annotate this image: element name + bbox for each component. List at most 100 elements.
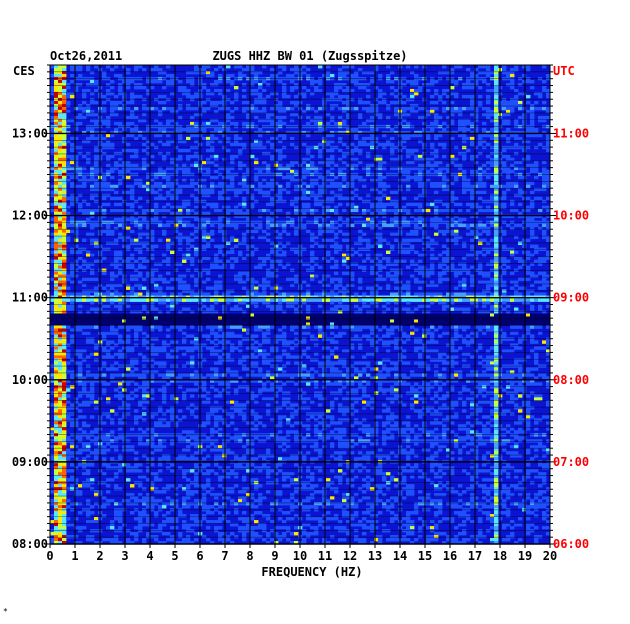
heatmap-cell (494, 160, 499, 165)
heatmap-cell (362, 265, 367, 269)
heatmap-cell (242, 241, 247, 246)
heatmap-cell (346, 304, 351, 308)
heatmap-cell (114, 106, 119, 111)
heatmap-cell (58, 250, 63, 254)
heatmap-cell (378, 232, 383, 237)
heatmap-cell (306, 184, 311, 189)
heatmap-cell (338, 184, 343, 189)
heatmap-cell (446, 187, 451, 192)
heatmap-cell (230, 289, 235, 293)
heatmap-cell (250, 313, 255, 317)
heatmap-cell (54, 136, 59, 141)
heatmap-cell (294, 277, 299, 281)
heatmap-cell (514, 160, 519, 165)
heatmap-cell (530, 166, 535, 171)
heatmap-cell (118, 178, 123, 183)
heatmap-cell (254, 73, 259, 78)
heatmap-cell (430, 100, 435, 105)
heatmap-cell (286, 301, 291, 305)
heatmap-cell (254, 187, 259, 192)
heatmap-cell (422, 271, 427, 275)
heatmap-cell (414, 130, 419, 135)
heatmap-cell (378, 202, 383, 207)
heatmap-cell (374, 271, 379, 275)
heatmap-cell (302, 70, 307, 75)
heatmap-cell (394, 277, 399, 281)
heatmap-cell (322, 310, 327, 314)
heatmap-cell (506, 106, 511, 111)
heatmap-cell (366, 151, 371, 156)
heatmap-cell (170, 304, 175, 308)
heatmap-cell (290, 136, 295, 141)
heatmap-cell (378, 226, 383, 231)
heatmap-cell (430, 163, 435, 168)
heatmap-cell (66, 286, 71, 290)
heatmap-cell (230, 142, 235, 147)
heatmap-cell (378, 160, 383, 165)
heatmap-cell (78, 178, 83, 183)
heatmap-cell (318, 292, 323, 296)
heatmap-cell (162, 298, 167, 302)
heatmap-cell (350, 313, 355, 317)
heatmap-cell (154, 67, 159, 72)
heatmap-cell (70, 184, 75, 189)
heatmap-cell (350, 79, 355, 84)
heatmap-cell (358, 97, 363, 102)
heatmap-cell (282, 106, 287, 111)
heatmap-cell (486, 94, 491, 99)
heatmap-cell (450, 199, 455, 204)
heatmap-cell (466, 310, 471, 314)
heatmap-cell (210, 298, 215, 302)
heatmap-cell (442, 259, 447, 263)
heatmap-cell (70, 65, 75, 69)
heatmap-cell (274, 115, 279, 120)
heatmap-cell (178, 232, 183, 237)
heatmap-cell (386, 202, 391, 207)
heatmap-cell (90, 91, 95, 96)
heatmap-cell (70, 298, 75, 302)
heatmap-cell (438, 169, 443, 174)
heatmap-cell (370, 244, 375, 249)
heatmap-cell (74, 262, 79, 266)
heatmap-cell (126, 148, 131, 153)
heatmap-cell (218, 139, 223, 144)
heatmap-cell (146, 130, 151, 135)
heatmap-cell (394, 202, 399, 207)
heatmap-cell (54, 106, 59, 111)
heatmap-cell (114, 130, 119, 135)
heatmap-cell (226, 166, 231, 171)
heatmap-cell (170, 307, 175, 311)
heatmap-cell (122, 169, 127, 174)
heatmap-cell (242, 100, 247, 105)
heatmap-cell (494, 178, 499, 183)
heatmap-cell (118, 130, 123, 135)
heatmap-cell (478, 133, 483, 138)
heatmap-cell (238, 241, 243, 246)
heatmap-cell (142, 232, 147, 237)
heatmap-cell (338, 97, 343, 102)
heatmap-cell (90, 184, 95, 189)
heatmap-cell (446, 214, 451, 219)
heatmap-cell (142, 265, 147, 269)
heatmap-cell (406, 313, 411, 317)
heatmap-cell (502, 292, 507, 296)
heatmap-cell (494, 82, 499, 87)
heatmap-cell (114, 217, 119, 222)
heatmap-cell (542, 283, 547, 287)
heatmap-cell (178, 262, 183, 266)
heatmap-cell (126, 106, 131, 111)
heatmap-cell (542, 178, 547, 183)
heatmap-cell (494, 136, 499, 141)
heatmap-cell (214, 262, 219, 266)
heatmap-cell (410, 313, 415, 317)
heatmap-cell (490, 130, 495, 135)
heatmap-cell (278, 304, 283, 308)
heatmap-cell (530, 112, 535, 117)
heatmap-cell (322, 289, 327, 293)
heatmap-cell (214, 286, 219, 290)
heatmap-cell (214, 82, 219, 87)
heatmap-cell (334, 304, 339, 308)
heatmap-cell (390, 223, 395, 228)
heatmap-cell (70, 292, 75, 296)
heatmap-cell (226, 136, 231, 141)
